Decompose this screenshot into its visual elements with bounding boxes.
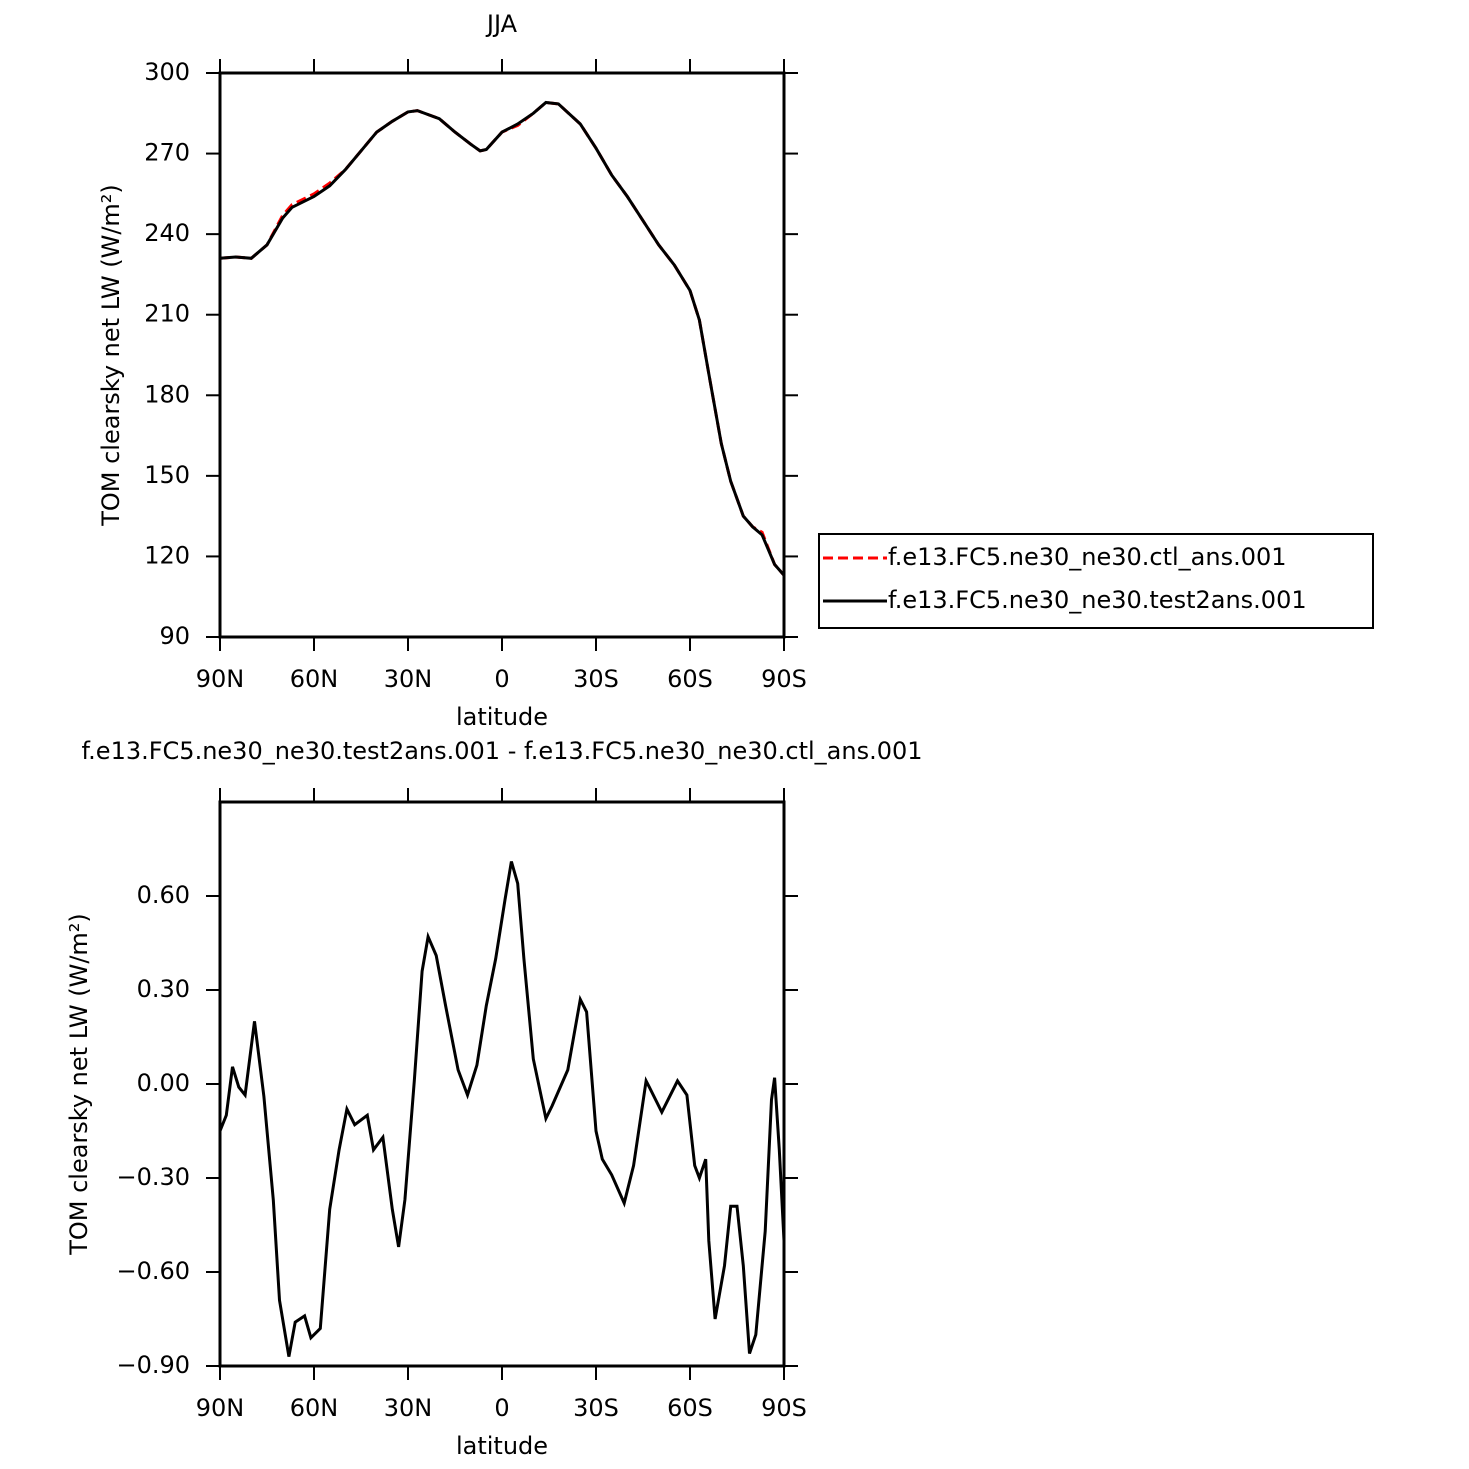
series-line — [219, 100, 786, 577]
y-tick-label: 150 — [144, 461, 190, 489]
y-tick-label: −0.90 — [116, 1351, 190, 1379]
y-axis-label: TOM clearsky net LW (W/m²) — [65, 913, 93, 1256]
plot-frame — [218, 800, 786, 1368]
y-tick-label: 90 — [159, 622, 190, 650]
y-tick-label: 180 — [144, 380, 190, 408]
series-line — [219, 100, 786, 577]
y-tick-label: 270 — [144, 139, 190, 167]
x-axis-label: latitude — [456, 703, 548, 731]
x-tick-label: 0 — [494, 1394, 509, 1422]
x-tick-label: 30S — [573, 1394, 619, 1422]
legend-box — [818, 533, 1374, 629]
y-tick-label: 210 — [144, 300, 190, 328]
x-tick-label: 30S — [573, 665, 619, 693]
chart-title: f.e13.FC5.ne30_ne30.test2ans.001 - f.e13… — [81, 737, 922, 765]
y-tick-label: 120 — [144, 541, 190, 569]
x-tick-label: 60N — [290, 665, 339, 693]
x-tick-label: 0 — [494, 665, 509, 693]
y-tick-label: −0.60 — [116, 1257, 190, 1285]
x-tick-label: 30N — [384, 1394, 433, 1422]
x-tick-label: 60S — [667, 1394, 713, 1422]
y-tick-label: −0.30 — [116, 1163, 190, 1191]
x-tick-label: 90N — [196, 1394, 245, 1422]
y-tick-label: 0.30 — [137, 975, 190, 1003]
x-tick-label: 30N — [384, 665, 433, 693]
y-axis-label: TOM clearsky net LW (W/m²) — [97, 184, 125, 527]
y-tick-label: 0.00 — [137, 1069, 190, 1097]
x-tick-label: 60S — [667, 665, 713, 693]
x-axis-label: latitude — [456, 1432, 548, 1460]
x-tick-label: 60N — [290, 1394, 339, 1422]
legend-label: f.e13.FC5.ne30_ne30.ctl_ans.001 — [888, 543, 1287, 571]
legend-label: f.e13.FC5.ne30_ne30.test2ans.001 — [888, 586, 1307, 614]
y-tick-label: 240 — [144, 219, 190, 247]
y-tick-label: 0.60 — [137, 881, 190, 909]
legend: f.e13.FC5.ne30_ne30.ctl_ans.001 f.e13.FC5… — [818, 533, 1374, 629]
x-tick-label: 90S — [761, 665, 807, 693]
x-tick-label: 90S — [761, 1394, 807, 1422]
y-tick-label: 300 — [144, 58, 190, 86]
chart-title: JJA — [485, 10, 518, 38]
plot-frame — [218, 71, 786, 639]
x-tick-label: 90N — [196, 665, 245, 693]
series-line — [218, 861, 786, 1357]
